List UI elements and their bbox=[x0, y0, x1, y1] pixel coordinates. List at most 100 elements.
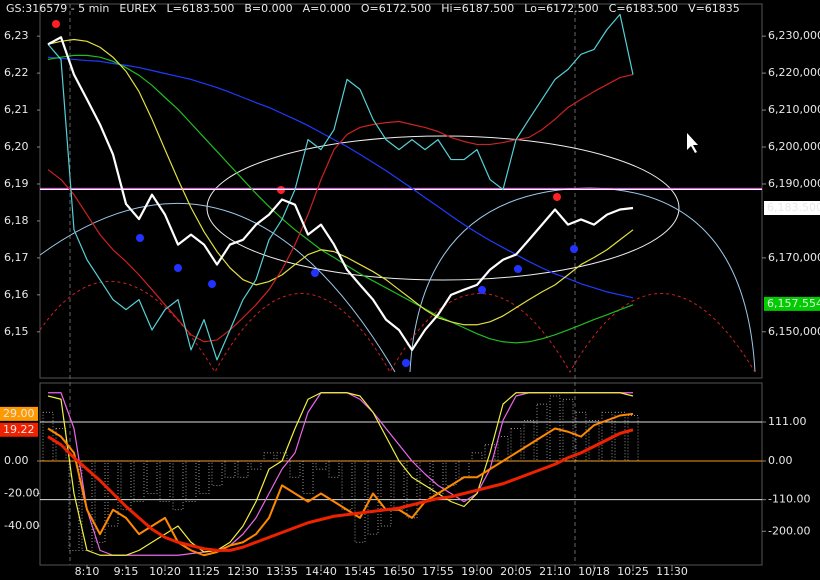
header-item: EUREX bbox=[119, 2, 157, 15]
histogram-bar bbox=[81, 460, 93, 551]
histogram-bar bbox=[627, 415, 639, 462]
ellipse bbox=[206, 135, 680, 281]
histogram-bar bbox=[484, 444, 496, 462]
histogram-bar bbox=[341, 460, 353, 511]
y2-tick-label: 6,150,000 bbox=[768, 325, 820, 338]
x-tick-label: 10/18 bbox=[578, 565, 610, 578]
histogram-bar bbox=[42, 411, 54, 462]
histogram-bar bbox=[445, 460, 457, 486]
x-tick-label: 17:55 bbox=[422, 565, 454, 578]
layout bbox=[39, 3, 763, 566]
histogram-bar bbox=[419, 460, 431, 503]
histogram-bar bbox=[68, 460, 80, 551]
indicator-panel bbox=[39, 382, 763, 566]
value-badge bbox=[0, 422, 38, 437]
value-badge-label: 29.00 bbox=[3, 407, 35, 420]
histogram-bar bbox=[159, 460, 171, 503]
histogram-bar bbox=[328, 460, 340, 478]
cursor bbox=[687, 133, 698, 153]
y-tick-label: 6,16 bbox=[4, 288, 29, 301]
x-tick-label: 20:05 bbox=[500, 565, 532, 578]
series-line bbox=[47, 56, 634, 299]
series-line bbox=[47, 74, 634, 343]
histogram-bar bbox=[198, 460, 210, 494]
red-dots bbox=[52, 20, 561, 201]
value-badge-label: 6,183.500 bbox=[767, 201, 820, 214]
histogram-bar bbox=[211, 460, 223, 486]
histogram-bar bbox=[120, 460, 132, 511]
histogram-bar bbox=[367, 460, 379, 535]
y2-tick-label: -110.00 bbox=[768, 493, 810, 506]
y-tick-label: 6,21 bbox=[4, 103, 29, 116]
x-tick-label: 11:30 bbox=[656, 565, 688, 578]
y2-tick-label: 6,170,000 bbox=[768, 251, 820, 264]
value-badge-label: 6,157.554 bbox=[767, 297, 820, 310]
histogram-bar bbox=[133, 460, 145, 503]
header-item: B=0.000 bbox=[244, 2, 292, 15]
histogram-bar bbox=[185, 460, 197, 503]
header-item: A=0.000 bbox=[303, 2, 351, 15]
x-tick-label: 16:50 bbox=[383, 565, 415, 578]
y2-tick-label: 111.00 bbox=[768, 415, 807, 428]
histogram-bar bbox=[406, 460, 418, 519]
x-tick-label: 19:00 bbox=[461, 565, 493, 578]
header-item: O=6172.500 bbox=[361, 2, 431, 15]
arc bbox=[39, 202, 396, 373]
histogram-bar bbox=[302, 460, 314, 494]
histogram-bar bbox=[380, 460, 392, 527]
x-tick-label: 13:35 bbox=[266, 565, 298, 578]
histogram-bar bbox=[588, 419, 600, 462]
histogram-bar bbox=[107, 460, 119, 527]
series-line bbox=[47, 412, 634, 557]
y-tick-label: 6,17 bbox=[4, 251, 29, 264]
y-tick-label: 0.00 bbox=[4, 454, 29, 467]
histogram-bar bbox=[224, 460, 236, 478]
x-tick-label: 10:20 bbox=[149, 565, 181, 578]
y2-tick-label: 0.00 bbox=[768, 454, 793, 467]
dashed-arcs bbox=[39, 280, 756, 374]
series-line bbox=[47, 428, 634, 552]
histogram-bar bbox=[393, 460, 405, 511]
x-tick-label: 12:30 bbox=[227, 565, 259, 578]
histogram-bar bbox=[458, 460, 470, 478]
histogram-bar bbox=[471, 452, 483, 462]
value-badge bbox=[764, 296, 820, 311]
y-tick-label: -40.00 bbox=[4, 519, 39, 532]
histogram-bar bbox=[289, 460, 301, 478]
header-item: L=6183.500 bbox=[167, 2, 235, 15]
series-line bbox=[47, 54, 634, 344]
histogram-bar bbox=[172, 460, 184, 511]
value-badge-label: 19.22 bbox=[3, 423, 35, 436]
header-item: V=61835 bbox=[688, 2, 740, 15]
blue-dots bbox=[136, 234, 578, 367]
x-tick-label: 15:45 bbox=[344, 565, 376, 578]
y2-tick-label: -200.00 bbox=[768, 524, 810, 537]
price-panel bbox=[39, 3, 763, 379]
histogram-bar bbox=[94, 460, 106, 543]
x-tick-label: 14:40 bbox=[305, 565, 337, 578]
histogram-bar bbox=[523, 419, 535, 462]
value-badge bbox=[764, 201, 820, 215]
y-tick-label: 6,15 bbox=[4, 325, 29, 338]
series-line bbox=[47, 13, 634, 361]
y2-tick-label: 6,220,000 bbox=[768, 66, 820, 79]
histogram-bar bbox=[601, 411, 613, 462]
y-tick-label: 6,22 bbox=[4, 66, 29, 79]
histogram-bar bbox=[146, 460, 158, 494]
histogram-bar bbox=[354, 460, 366, 543]
y2-tick-label: 6,230,000 bbox=[768, 29, 820, 42]
histogram-bar bbox=[237, 460, 249, 478]
x-tick-label: 11:25 bbox=[188, 565, 220, 578]
series-line bbox=[47, 38, 634, 326]
y2-tick-label: 6,210,000 bbox=[768, 103, 820, 116]
value-badge bbox=[0, 406, 38, 421]
histogram-bar bbox=[315, 460, 327, 470]
header-item: GS:316579 - 5 min bbox=[6, 2, 109, 15]
histogram-bar bbox=[536, 403, 548, 462]
histogram-bar bbox=[575, 411, 587, 462]
x-tick-label: 9:15 bbox=[114, 565, 139, 578]
y-tick-label: -20.00 bbox=[4, 487, 39, 500]
series-line bbox=[47, 392, 634, 556]
x-tick-label: 10:25 bbox=[617, 565, 649, 578]
